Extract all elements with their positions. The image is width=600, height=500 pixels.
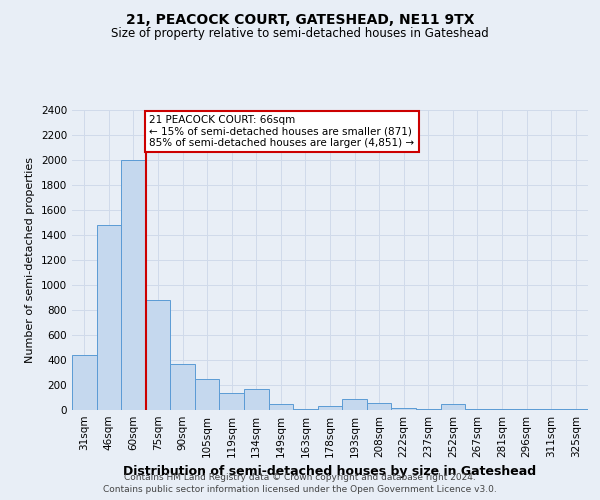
Bar: [342, 399, 367, 410]
Bar: [121, 160, 146, 410]
Text: Contains HM Land Registry data © Crown copyright and database right 2024.: Contains HM Land Registry data © Crown c…: [124, 472, 476, 482]
Bar: [72, 355, 97, 410]
Bar: [269, 404, 293, 410]
Text: 21 PEACOCK COURT: 66sqm
← 15% of semi-detached houses are smaller (871)
85% of s: 21 PEACOCK COURT: 66sqm ← 15% of semi-de…: [149, 115, 415, 148]
X-axis label: Distribution of semi-detached houses by size in Gateshead: Distribution of semi-detached houses by …: [124, 466, 536, 478]
Bar: [391, 408, 416, 410]
Bar: [318, 406, 342, 410]
Text: Size of property relative to semi-detached houses in Gateshead: Size of property relative to semi-detach…: [111, 28, 489, 40]
Text: 21, PEACOCK COURT, GATESHEAD, NE11 9TX: 21, PEACOCK COURT, GATESHEAD, NE11 9TX: [126, 12, 474, 26]
Bar: [220, 392, 244, 410]
Bar: [170, 364, 195, 410]
Bar: [146, 300, 170, 410]
Bar: [195, 379, 220, 410]
Bar: [244, 389, 269, 410]
Y-axis label: Number of semi-detached properties: Number of semi-detached properties: [25, 157, 35, 363]
Bar: [367, 403, 391, 410]
Bar: [440, 404, 465, 410]
Bar: [97, 225, 121, 410]
Text: Contains public sector information licensed under the Open Government Licence v3: Contains public sector information licen…: [103, 485, 497, 494]
